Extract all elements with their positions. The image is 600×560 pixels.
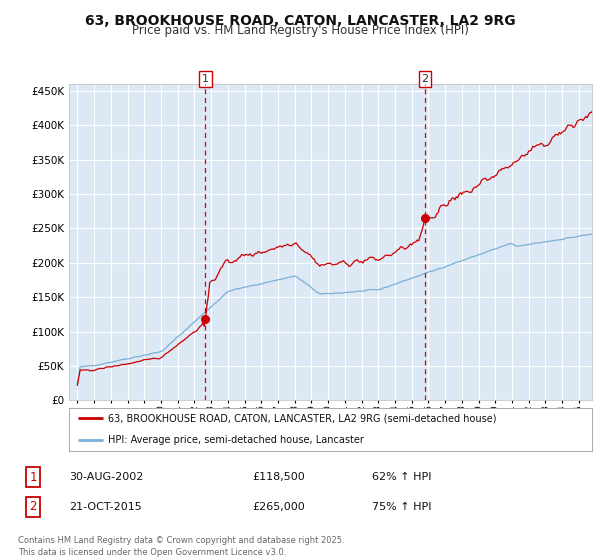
Text: £118,500: £118,500	[252, 472, 305, 482]
Text: 1: 1	[202, 74, 209, 84]
Text: 30-AUG-2002: 30-AUG-2002	[69, 472, 143, 482]
Text: HPI: Average price, semi-detached house, Lancaster: HPI: Average price, semi-detached house,…	[108, 435, 364, 445]
Text: 75% ↑ HPI: 75% ↑ HPI	[372, 502, 431, 512]
Text: 63, BROOKHOUSE ROAD, CATON, LANCASTER, LA2 9RG (semi-detached house): 63, BROOKHOUSE ROAD, CATON, LANCASTER, L…	[108, 413, 497, 423]
Text: 2: 2	[421, 74, 428, 84]
Text: Price paid vs. HM Land Registry's House Price Index (HPI): Price paid vs. HM Land Registry's House …	[131, 24, 469, 36]
Text: 2: 2	[29, 500, 37, 514]
Text: 63, BROOKHOUSE ROAD, CATON, LANCASTER, LA2 9RG: 63, BROOKHOUSE ROAD, CATON, LANCASTER, L…	[85, 14, 515, 28]
Text: 62% ↑ HPI: 62% ↑ HPI	[372, 472, 431, 482]
Text: £265,000: £265,000	[252, 502, 305, 512]
Text: 21-OCT-2015: 21-OCT-2015	[69, 502, 142, 512]
Text: 1: 1	[29, 470, 37, 484]
Text: Contains HM Land Registry data © Crown copyright and database right 2025.
This d: Contains HM Land Registry data © Crown c…	[18, 536, 344, 557]
